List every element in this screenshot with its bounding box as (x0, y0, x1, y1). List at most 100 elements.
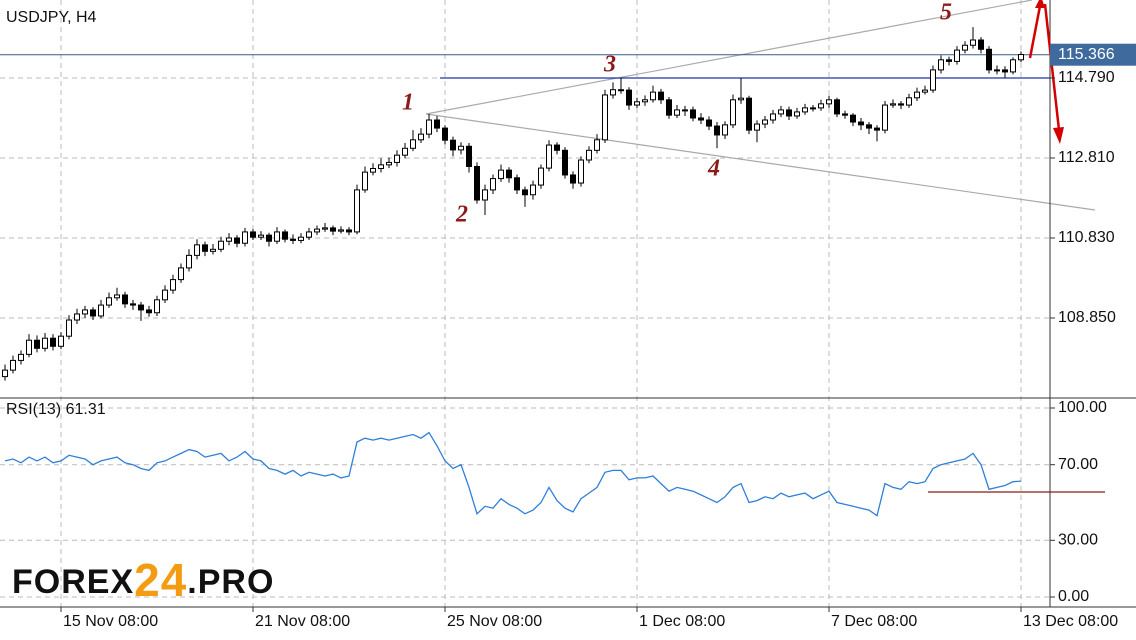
candle-body (818, 103, 824, 109)
candle-body (242, 231, 248, 244)
candle-body (306, 231, 312, 238)
candle-body (50, 337, 56, 347)
candle-body (154, 299, 160, 314)
chart-title: USDJPY, H4 (6, 9, 97, 26)
candle-body (26, 339, 32, 355)
last-price-label: 115.366 (1058, 46, 1115, 63)
candle-body (274, 231, 280, 242)
candle-body (354, 189, 360, 233)
y-tick-label: 100.00 (1058, 399, 1107, 416)
candle-body (402, 147, 408, 156)
candle-body (322, 227, 328, 230)
candle-body (42, 337, 48, 349)
candle-body (194, 244, 200, 256)
candle-body (834, 99, 840, 115)
logo-part: FOREX (12, 563, 134, 601)
candle-body (674, 109, 680, 116)
x-tick-label: 13 Dec 08:00 (1023, 613, 1118, 630)
candle-body (954, 49, 960, 62)
candle-body (506, 169, 512, 179)
candle-body (650, 91, 656, 101)
candle-body (362, 171, 368, 191)
wave-label: 4 (707, 156, 720, 182)
candle-body (10, 359, 16, 371)
candle-body (1018, 54, 1024, 61)
candle-body (842, 113, 848, 116)
candle-body (994, 69, 1000, 72)
candle-body (794, 111, 800, 117)
candle-body (386, 161, 392, 166)
candle-body (778, 109, 784, 115)
candle-body (114, 294, 120, 299)
candle-body (298, 236, 304, 241)
wave-label: 3 (603, 52, 616, 78)
y-tick-label: 0.00 (1058, 588, 1089, 605)
candle-body (546, 144, 552, 169)
candle-body (946, 59, 952, 62)
candle-body (722, 124, 728, 136)
candle-body (642, 99, 648, 103)
candle-body (898, 103, 904, 106)
candle-body (106, 297, 112, 306)
candle-body (66, 319, 72, 337)
candle-body (666, 99, 672, 116)
candle-body (858, 121, 864, 126)
candle-body (98, 304, 104, 317)
y-tick-label: 110.830 (1058, 229, 1115, 246)
candle-body (658, 91, 664, 101)
candle-body (186, 254, 192, 269)
candle-body (826, 99, 832, 105)
candle-body (378, 164, 384, 169)
x-tick-label: 25 Nov 08:00 (447, 613, 542, 630)
candle-body (34, 339, 40, 349)
candle-body (730, 99, 736, 126)
candle-body (394, 154, 400, 163)
candle-body (258, 234, 264, 238)
candle-body (698, 117, 704, 121)
candle-body (786, 109, 792, 117)
y-tick-label: 70.00 (1058, 456, 1098, 473)
trend-line (425, 0, 1033, 115)
candle-body (210, 248, 216, 252)
candle-body (930, 69, 936, 91)
x-tick-label: 21 Nov 08:00 (255, 613, 350, 630)
candle-body (162, 289, 168, 301)
candle-body (250, 231, 256, 238)
candle-body (538, 167, 544, 186)
candle-body (634, 101, 640, 106)
candle-body (58, 335, 64, 347)
candle-body (226, 237, 232, 242)
candle-body (138, 304, 144, 311)
candle-body (770, 113, 776, 121)
candle-body (578, 159, 584, 184)
candle-body (978, 39, 984, 50)
candle-body (970, 39, 976, 46)
candle-body (714, 125, 720, 136)
candle-body (458, 145, 464, 151)
logo-part: .PRO (187, 563, 274, 601)
x-tick-label: 15 Nov 08:00 (63, 613, 158, 630)
candle-body (442, 127, 448, 141)
plot (0, 27, 1050, 517)
candle-body (626, 89, 632, 106)
candle-body (962, 44, 968, 51)
logo: FOREX24.PRO (12, 554, 274, 606)
candle-body (370, 167, 376, 173)
candle-body (434, 119, 440, 129)
candle-body (514, 177, 520, 191)
y-tick-label: 112.810 (1058, 149, 1115, 166)
candle-body (922, 89, 928, 93)
candle-body (986, 48, 992, 71)
candle-body (266, 234, 272, 242)
trend-line (425, 113, 1096, 211)
candle-body (554, 144, 560, 151)
candle-body (810, 107, 816, 110)
candle-body (1002, 69, 1008, 73)
candle-body (146, 309, 152, 314)
last-price-box (1050, 43, 1136, 66)
y-tick-label: 30.00 (1058, 532, 1098, 549)
logo-part: 24 (134, 554, 187, 606)
